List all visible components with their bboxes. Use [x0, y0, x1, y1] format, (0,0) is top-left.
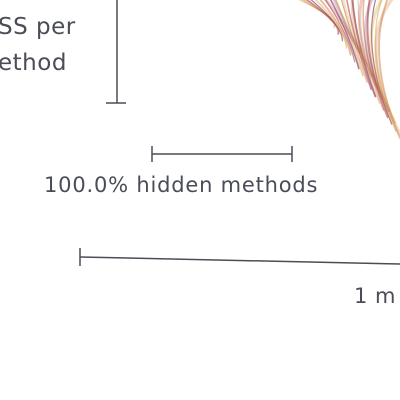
- fan-ray: [351, 0, 377, 98]
- fan-ray: [378, 0, 400, 139]
- vertical-scale-label-line-1: SS per: [0, 14, 76, 40]
- fan-ray: [357, 0, 381, 104]
- fan-ray: [350, 0, 379, 89]
- fan-ray: [364, 0, 391, 113]
- hidden-methods-scale-label: 100.0% hidden methods: [44, 173, 319, 197]
- fan-ray: [369, 0, 396, 124]
- fan-ray: [324, 0, 356, 63]
- methods-scale-bar: [79, 256, 400, 265]
- fan-ray: [374, 0, 397, 132]
- fan-ray: [334, 0, 364, 77]
- fan-ray: [346, 0, 372, 91]
- methods-scale-label: 1 m: [354, 284, 396, 308]
- fan-ray: [374, 0, 400, 136]
- vertical-scale-label-line-2: ethod: [0, 50, 67, 76]
- fan-ray: [340, 0, 368, 84]
- fan-ray: [323, 0, 362, 54]
- fan-ray: [319, 0, 352, 56]
- fan-ray: [329, 0, 360, 70]
- fan-ray: [314, 0, 348, 49]
- fan-ray: [366, 0, 389, 119]
- fan-rays: [298, 0, 400, 139]
- fan-ray: [358, 0, 385, 101]
- fan-ray: [305, 0, 340, 35]
- fan-ray: [341, 0, 374, 78]
- fan-ray: [371, 0, 393, 125]
- fan-ray: [362, 0, 385, 112]
- fan-ray: [310, 0, 343, 42]
- fan-ray: [332, 0, 368, 66]
